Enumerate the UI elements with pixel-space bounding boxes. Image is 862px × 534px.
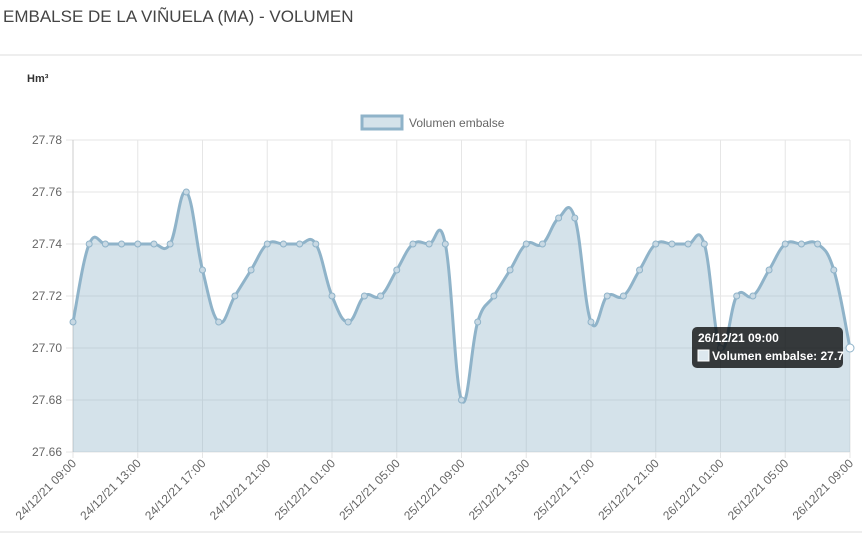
point — [182, 188, 190, 196]
tooltip — [692, 327, 843, 368]
point — [555, 214, 563, 222]
point — [603, 292, 611, 300]
y-tick-label: 27.76 — [32, 185, 62, 199]
x-tick-label: 25/12/21 21:00 — [595, 456, 662, 523]
point — [684, 240, 692, 248]
x-tick-label: 26/12/21 01:00 — [660, 456, 727, 523]
point — [652, 240, 660, 248]
point — [845, 343, 855, 353]
point — [344, 318, 352, 326]
x-tick-label: 24/12/21 17:00 — [142, 456, 209, 523]
point — [587, 318, 595, 326]
tooltip-title: 26/12/21 09:00 — [698, 331, 779, 345]
point — [797, 240, 805, 248]
point — [231, 292, 239, 300]
point — [490, 292, 498, 300]
x-tick-label: 26/12/21 09:00 — [790, 456, 857, 523]
point — [150, 240, 158, 248]
point — [312, 240, 320, 248]
x-tick-label: 24/12/21 09:00 — [13, 456, 80, 523]
point — [538, 240, 546, 248]
y-tick-label: 27.78 — [32, 133, 62, 147]
point — [522, 240, 530, 248]
legend-swatch — [360, 114, 404, 131]
point — [279, 240, 287, 248]
point — [814, 240, 822, 248]
point — [781, 240, 789, 248]
point — [215, 318, 223, 326]
y-axis-label: Hm³ — [27, 73, 49, 85]
x-tick-label: 24/12/21 13:00 — [77, 456, 144, 523]
point — [700, 240, 708, 248]
point — [118, 240, 126, 248]
y-tick-label: 27.74 — [32, 237, 62, 251]
point — [571, 214, 579, 222]
x-tick-label: 24/12/21 21:00 — [207, 456, 274, 523]
page-title: EMBALSE DE LA VIÑUELA (MA) - VOLUMEN — [3, 7, 353, 26]
point — [85, 240, 93, 248]
point — [69, 318, 77, 326]
point — [247, 266, 255, 274]
tooltip-swatch — [697, 349, 710, 362]
tooltip-label: Volumen embalse: 27.7 — [712, 349, 844, 363]
point — [134, 240, 142, 248]
x-tick-label: 25/12/21 17:00 — [531, 456, 598, 523]
point — [328, 292, 336, 300]
point — [733, 292, 741, 300]
point — [619, 292, 627, 300]
legend-label: Volumen embalse — [409, 116, 505, 130]
point — [166, 240, 174, 248]
point — [441, 240, 449, 248]
point — [101, 240, 109, 248]
point — [263, 240, 271, 248]
x-tick-label: 25/12/21 05:00 — [336, 456, 403, 523]
point — [458, 396, 465, 404]
y-tick-label: 27.72 — [32, 289, 62, 303]
point — [199, 266, 206, 274]
x-tick-label: 25/12/21 01:00 — [272, 456, 339, 523]
x-tick-label: 26/12/21 05:00 — [725, 456, 792, 523]
y-tick-label: 27.70 — [32, 341, 62, 355]
point — [409, 240, 417, 248]
point — [765, 266, 773, 274]
y-tick-label: 27.68 — [32, 393, 62, 407]
point — [668, 240, 676, 248]
point — [425, 240, 433, 248]
point — [749, 292, 757, 300]
point — [830, 266, 838, 274]
point — [474, 318, 482, 326]
point — [360, 292, 368, 300]
area — [73, 191, 850, 452]
point — [636, 266, 644, 274]
x-tick-label: 25/12/21 09:00 — [401, 456, 468, 523]
y-tick-label: 27.66 — [32, 445, 62, 459]
point — [393, 266, 401, 274]
point — [296, 240, 304, 248]
point — [506, 266, 514, 274]
point — [377, 292, 385, 300]
x-tick-label: 25/12/21 13:00 — [466, 456, 533, 523]
